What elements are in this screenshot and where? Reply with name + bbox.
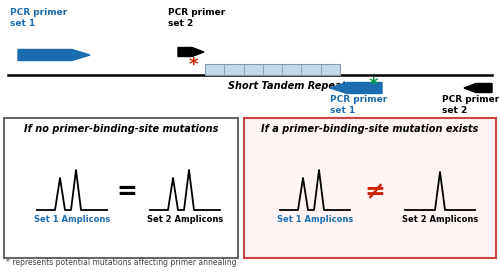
Text: If a primer-binding-site mutation exists: If a primer-binding-site mutation exists (262, 124, 478, 134)
FancyArrow shape (464, 84, 492, 93)
FancyArrow shape (330, 82, 382, 93)
Text: * represents potential mutations affecting primer annealing: * represents potential mutations affecti… (6, 258, 236, 267)
Text: PCR primer
set 1: PCR primer set 1 (330, 95, 387, 115)
FancyArrow shape (18, 49, 90, 61)
Text: ≠: ≠ (364, 180, 386, 204)
Text: *: * (368, 76, 378, 94)
Text: PCR primer
set 2: PCR primer set 2 (442, 95, 499, 115)
Bar (205, 64, 340, 75)
Text: *: * (188, 56, 198, 74)
Bar (244, 118, 496, 258)
Text: If no primer-binding-site mutations: If no primer-binding-site mutations (24, 124, 218, 134)
Text: PCR primer
set 1: PCR primer set 1 (10, 8, 67, 28)
Text: Set 2 Amplicons: Set 2 Amplicons (147, 215, 223, 224)
Bar (4, 118, 238, 258)
Text: =: = (116, 180, 138, 204)
Text: PCR primer
set 2: PCR primer set 2 (168, 8, 225, 28)
FancyArrow shape (178, 48, 204, 57)
Text: Set 1 Amplicons: Set 1 Amplicons (277, 215, 353, 224)
Text: Short Tandem Repeat: Short Tandem Repeat (228, 81, 346, 91)
Text: Set 1 Amplicons: Set 1 Amplicons (34, 215, 110, 224)
Text: Set 2 Amplicons: Set 2 Amplicons (402, 215, 478, 224)
